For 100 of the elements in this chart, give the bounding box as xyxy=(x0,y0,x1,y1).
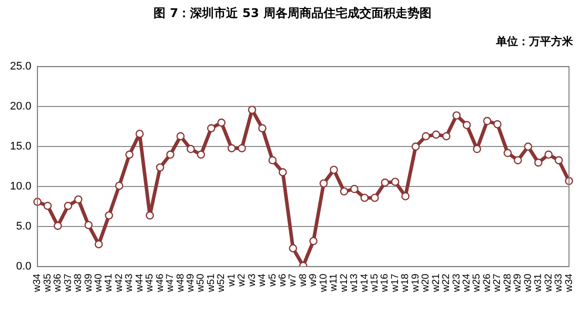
x-tick-label: w40 xyxy=(93,273,104,294)
point xyxy=(74,195,82,204)
point xyxy=(228,144,236,152)
point xyxy=(136,130,144,138)
point xyxy=(380,178,390,187)
point xyxy=(493,120,502,128)
x-tick-label: w5 xyxy=(267,273,278,288)
point xyxy=(432,130,440,139)
x-tick-label: w34 xyxy=(564,273,575,294)
x-tick-label: w45 xyxy=(144,273,156,294)
point xyxy=(196,150,206,159)
x-tick-label: w24 xyxy=(462,273,473,294)
point xyxy=(554,156,563,164)
x-tick-label: w37 xyxy=(62,273,74,294)
point xyxy=(340,187,348,196)
y-tick-label: 15.0 xyxy=(10,140,32,153)
point xyxy=(176,132,185,140)
point xyxy=(268,156,277,164)
point xyxy=(125,150,134,159)
x-tick-label: w10 xyxy=(318,273,330,294)
point xyxy=(94,240,103,248)
x-tick-label: w2 xyxy=(236,273,248,288)
x-tick-label: w26 xyxy=(482,273,493,294)
point xyxy=(238,144,246,152)
x-tick-label: w19 xyxy=(410,273,422,294)
y-tick-label: 25.0 xyxy=(10,60,32,73)
point xyxy=(370,194,379,202)
x-tick-label: w41 xyxy=(104,273,115,294)
x-tick-label: w48 xyxy=(175,273,186,294)
point xyxy=(320,179,328,188)
point xyxy=(452,111,461,120)
point xyxy=(248,106,256,114)
point xyxy=(84,220,93,230)
point xyxy=(146,211,154,220)
point xyxy=(115,182,124,190)
x-tick-label: w28 xyxy=(502,273,514,294)
x-tick-label: w20 xyxy=(420,273,432,294)
x-tick-label: w6 xyxy=(278,273,289,288)
x-tick-label: w13 xyxy=(349,273,360,294)
point xyxy=(544,150,553,159)
x-tick-label: w11 xyxy=(328,273,340,292)
point xyxy=(207,124,216,132)
x-tick-label: w14 xyxy=(359,273,370,294)
x-tick-label: w32 xyxy=(543,273,554,294)
point xyxy=(186,144,195,154)
x-tick-label: w35 xyxy=(42,273,54,294)
x-tick-label: w27 xyxy=(492,273,504,294)
point xyxy=(514,156,522,164)
point xyxy=(258,124,266,132)
point xyxy=(412,142,420,151)
x-tick-label: w4 xyxy=(257,273,268,288)
chart-title: 图 7：深圳市近 53 周各周商品住宅成交面积走势图 xyxy=(152,5,432,22)
x-tick-label: w1 xyxy=(226,273,238,288)
point xyxy=(330,166,338,174)
x-tick-label: w23 xyxy=(451,273,462,294)
x-tick-label: w29 xyxy=(512,273,524,294)
x-tick-label: w39 xyxy=(83,273,94,294)
point xyxy=(360,194,369,202)
x-tick-label: w46 xyxy=(154,273,166,294)
x-tick-label: w31 xyxy=(533,273,544,294)
x-tick-label: w21 xyxy=(430,273,442,294)
point xyxy=(401,192,410,200)
point xyxy=(422,132,430,140)
x-tick-label: w52 xyxy=(216,273,228,294)
x-tick-label: w44 xyxy=(134,273,146,294)
x-tick-label: w34 xyxy=(32,273,44,294)
x-tick-label: w42 xyxy=(114,273,125,294)
point xyxy=(64,202,72,210)
x-tick-label: w36 xyxy=(52,273,64,294)
x-tick-label: w47 xyxy=(165,273,176,294)
point xyxy=(350,184,358,194)
x-tick-label: w8 xyxy=(298,273,309,288)
y-tick-label: 10.0 xyxy=(10,180,32,193)
point xyxy=(278,168,287,176)
point xyxy=(391,178,400,186)
x-tick-label: w33 xyxy=(554,273,565,294)
point xyxy=(54,222,62,230)
point xyxy=(156,163,164,172)
x-tick-label: w18 xyxy=(400,273,412,294)
point xyxy=(462,120,471,130)
x-tick-label: w9 xyxy=(308,273,320,288)
x-tick-label: w12 xyxy=(338,273,350,294)
x-tick-label: w49 xyxy=(186,273,197,294)
x-tick-label: w38 xyxy=(73,273,84,294)
point xyxy=(104,211,114,220)
x-tick-label: w30 xyxy=(522,273,534,294)
x-tick-label: w51 xyxy=(206,273,217,294)
x-tick-label: w16 xyxy=(380,273,391,294)
x-tick-label: w3 xyxy=(246,273,258,288)
point xyxy=(442,132,450,140)
point xyxy=(483,116,492,126)
y-tick-label: 20.0 xyxy=(10,100,32,113)
point xyxy=(534,158,542,167)
point xyxy=(288,244,298,252)
x-tick-label: w25 xyxy=(472,273,483,294)
point xyxy=(524,142,532,151)
y-tick-label: 0.0 xyxy=(16,260,32,273)
point xyxy=(166,150,174,159)
x-tick-label: w43 xyxy=(124,273,136,294)
x-tick-label: w22 xyxy=(441,273,452,294)
